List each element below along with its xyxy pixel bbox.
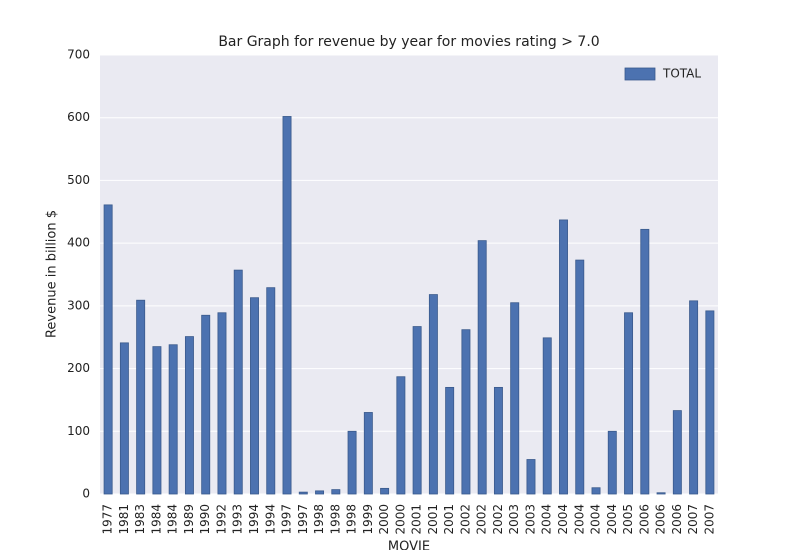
x-tick-label: 2004: [605, 504, 619, 535]
legend-label: TOTAL: [662, 67, 701, 81]
x-tick-label: 2004: [589, 504, 603, 535]
bar: [347, 430, 357, 495]
y-tick-label: 700: [67, 48, 90, 62]
bar: [168, 344, 178, 495]
x-tick-label: 1989: [182, 504, 196, 535]
x-tick-label: 1977: [101, 504, 115, 535]
x-tick-label: 2001: [426, 504, 440, 535]
bar: [363, 412, 373, 495]
bar: [477, 240, 487, 495]
x-tick-label: 2007: [686, 504, 700, 535]
bar: [656, 492, 666, 495]
x-tick-label: 1990: [198, 504, 212, 535]
y-tick-label: 600: [67, 110, 90, 124]
x-tick-label: 2003: [507, 504, 521, 535]
x-axis-label: MOVIE: [388, 540, 430, 550]
x-tick-label: 1999: [361, 504, 375, 535]
y-tick-label: 100: [67, 424, 90, 438]
x-tick-label: 2000: [393, 504, 407, 535]
x-tick-label: 1981: [117, 504, 131, 535]
bar: [412, 326, 422, 495]
bar: [445, 386, 455, 495]
bar: [282, 116, 292, 495]
y-tick-label: 500: [67, 173, 90, 187]
bar: [607, 430, 617, 495]
y-tick-label: 200: [67, 361, 90, 375]
x-tick-label: 1998: [345, 504, 359, 535]
bar: [233, 269, 243, 495]
y-tick-label: 400: [67, 236, 90, 250]
bar: [493, 386, 503, 495]
bar: [315, 490, 325, 495]
bar: [672, 410, 682, 495]
x-tick-label: 1998: [328, 504, 342, 535]
bar: [380, 487, 390, 495]
y-tick-label: 300: [67, 298, 90, 312]
bar: [331, 489, 341, 495]
bar: [591, 487, 601, 495]
x-tick-label: 2004: [540, 504, 554, 535]
x-tick-label: 2003: [523, 504, 537, 535]
chart-title: Bar Graph for revenue by year for movies…: [218, 34, 599, 50]
x-tick-label: 1997: [280, 504, 294, 535]
bar: [575, 259, 585, 495]
bar: [640, 228, 650, 495]
x-tick-label: 2002: [475, 504, 489, 535]
x-tick-label: 2004: [556, 504, 570, 535]
bar: [396, 376, 406, 495]
x-tick-label: 2007: [702, 504, 716, 535]
bar: [103, 204, 113, 495]
x-tick-label: 2006: [637, 504, 651, 535]
x-tick-label: 2000: [377, 504, 391, 535]
x-tick-label: 1993: [231, 504, 245, 535]
bar: [510, 302, 520, 495]
bar: [217, 312, 227, 495]
x-tick-label: 1983: [133, 504, 147, 535]
x-tick-label: 2004: [572, 504, 586, 535]
x-tick-label: 2006: [670, 504, 684, 535]
bar: [705, 310, 715, 495]
bar: [461, 329, 471, 495]
bar: [526, 459, 536, 495]
bar: [152, 346, 162, 495]
bar: [428, 294, 438, 495]
x-tick-label: 1997: [296, 504, 310, 535]
y-axis-label: Revenue in billion $: [45, 210, 60, 338]
x-tick-label: 2001: [410, 504, 424, 535]
x-tick-label: 1998: [312, 504, 326, 535]
x-tick-label: 1992: [214, 504, 228, 535]
bar: [250, 297, 259, 495]
bar: [298, 491, 308, 495]
bar: [119, 342, 129, 495]
bar: [136, 299, 146, 495]
legend-swatch: [624, 67, 656, 81]
x-tick-label: 2002: [458, 504, 472, 535]
x-tick-label: 1984: [149, 504, 163, 535]
bars: [103, 116, 715, 495]
bar: [201, 314, 211, 495]
x-tick-label: 2002: [491, 504, 505, 535]
x-tick-label: 1984: [166, 504, 180, 535]
bar: [542, 337, 552, 495]
bar: [184, 336, 194, 495]
bar: [266, 287, 276, 495]
x-tick-label: 1994: [263, 504, 277, 535]
x-tick-label: 2001: [442, 504, 456, 535]
bar: [689, 300, 699, 495]
y-tick-label: 0: [82, 487, 90, 501]
bar: [559, 219, 568, 495]
x-tick-label: 1994: [247, 504, 261, 535]
x-tick-label: 2005: [621, 504, 635, 535]
bar: [624, 312, 634, 495]
x-tick-label: 2006: [654, 504, 668, 535]
